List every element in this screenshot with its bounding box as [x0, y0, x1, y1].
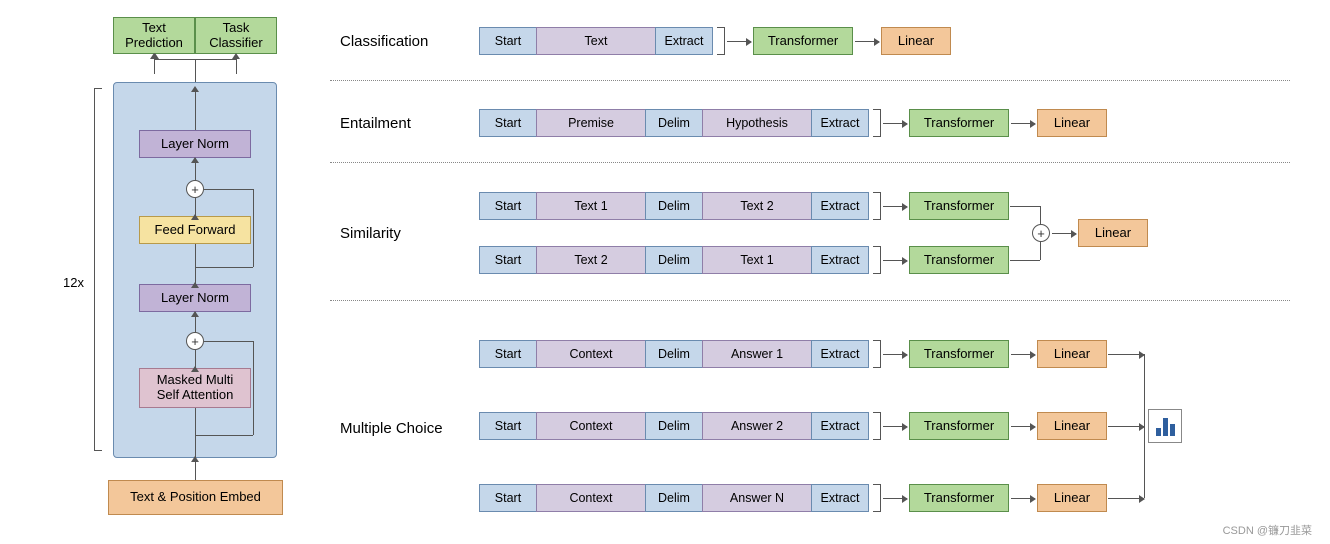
token-answer-n: Answer N [702, 484, 812, 512]
masked-self-attention-box: Masked Multi Self Attention [139, 368, 251, 408]
token-delim: Delim [645, 412, 703, 440]
token-start: Start [479, 27, 537, 55]
token-extract: Extract [811, 192, 869, 220]
linear-box: Linear [1037, 412, 1107, 440]
token-extract: Extract [811, 412, 869, 440]
token-delim: Delim [645, 246, 703, 274]
token-context: Context [536, 484, 646, 512]
residual-add-top: + [186, 180, 204, 198]
task-label-entailment: Entailment [340, 115, 411, 132]
token-extract: Extract [811, 484, 869, 512]
feed-forward-box: Feed Forward [139, 216, 251, 244]
bracket-icon [717, 27, 725, 55]
transformer-box: Transformer [909, 412, 1009, 440]
token-delim: Delim [645, 192, 703, 220]
linear-box: Linear [1078, 219, 1148, 247]
arrow-icon [883, 426, 907, 427]
arrow-icon [883, 206, 907, 207]
token-premise: Premise [536, 109, 646, 137]
repeat-12x-label: 12x [63, 275, 84, 290]
token-delim: Delim [645, 109, 703, 137]
separator [330, 162, 1290, 163]
residual-add-bottom: + [186, 332, 204, 350]
arrow-icon [1052, 233, 1076, 234]
watermark: CSDN @镰刀韭菜 [1223, 522, 1312, 538]
transformer-box: Transformer [909, 246, 1009, 274]
arrow-icon [1011, 354, 1035, 355]
bracket-icon [873, 484, 881, 512]
token-context: Context [536, 412, 646, 440]
bracket-icon [873, 109, 881, 137]
arrow-icon [855, 41, 879, 42]
bracket-icon [873, 340, 881, 368]
linear-box: Linear [1037, 109, 1107, 137]
token-delim: Delim [645, 340, 703, 368]
transformer-box: Transformer [909, 484, 1009, 512]
arrow-icon [1011, 498, 1035, 499]
token-text-2: Text 2 [702, 192, 812, 220]
transformer-box: Transformer [909, 109, 1009, 137]
transformer-box: Transformer [909, 192, 1009, 220]
transformer-box: Transformer [753, 27, 853, 55]
embed-box: Text & Position Embed [108, 480, 283, 515]
similarity-add-icon: + [1032, 224, 1050, 242]
arrow-icon [883, 260, 907, 261]
token-text-1: Text 1 [536, 192, 646, 220]
task-classifier-box: Task Classifier [195, 17, 277, 54]
arrow-icon [727, 41, 751, 42]
token-start: Start [479, 246, 537, 274]
token-start: Start [479, 109, 537, 137]
arrow-icon [883, 123, 907, 124]
repeat-bracket [94, 88, 102, 451]
bracket-icon [873, 246, 881, 274]
token-extract: Extract [811, 246, 869, 274]
linear-box: Linear [881, 27, 951, 55]
linear-box: Linear [1037, 484, 1107, 512]
text-prediction-box: Text Prediction [113, 17, 195, 54]
token-extract: Extract [811, 340, 869, 368]
token-text-1: Text 1 [702, 246, 812, 274]
layer-norm-top: Layer Norm [139, 130, 251, 158]
bracket-icon [873, 192, 881, 220]
task-label-classification: Classification [340, 33, 428, 50]
arrow-icon [1011, 426, 1035, 427]
arrow-icon [1011, 123, 1035, 124]
task-label-similarity: Similarity [340, 225, 401, 242]
token-start: Start [479, 412, 537, 440]
token-start: Start [479, 192, 537, 220]
linear-box: Linear [1037, 340, 1107, 368]
token-context: Context [536, 340, 646, 368]
token-text-2: Text 2 [536, 246, 646, 274]
token-hypothesis: Hypothesis [702, 109, 812, 137]
token-answer-2: Answer 2 [702, 412, 812, 440]
softmax-select-icon [1148, 409, 1182, 443]
arrow-icon [883, 498, 907, 499]
token-extract: Extract [811, 109, 869, 137]
layer-norm-bottom: Layer Norm [139, 284, 251, 312]
token-start: Start [479, 484, 537, 512]
token-start: Start [479, 340, 537, 368]
bracket-icon [873, 412, 881, 440]
transformer-box: Transformer [909, 340, 1009, 368]
separator [330, 300, 1290, 301]
token-delim: Delim [645, 484, 703, 512]
task-label-multiple-choice: Multiple Choice [340, 420, 443, 437]
token-text: Text [536, 27, 656, 55]
arrow-icon [883, 354, 907, 355]
separator [330, 80, 1290, 81]
token-extract: Extract [655, 27, 713, 55]
token-answer-1: Answer 1 [702, 340, 812, 368]
